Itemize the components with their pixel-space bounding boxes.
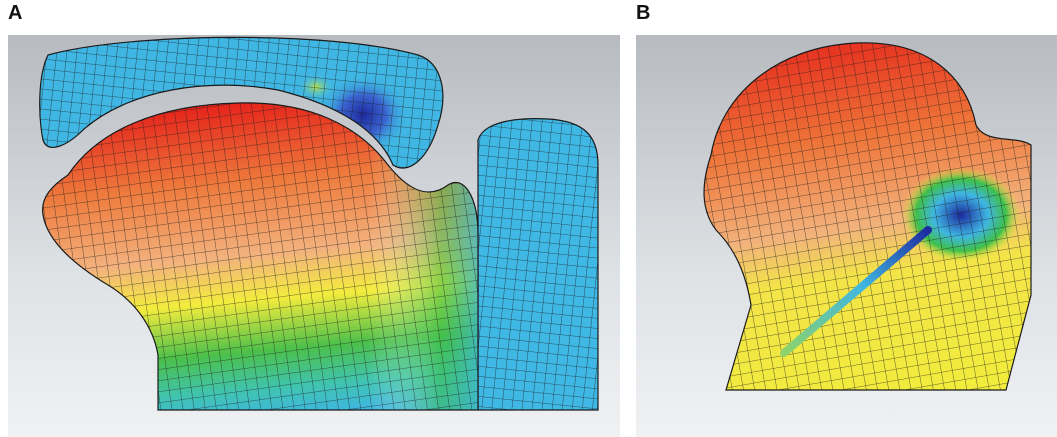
panel-b-image bbox=[636, 35, 1057, 437]
fem-model-b-illustration bbox=[636, 35, 1057, 437]
implant-rod-icon bbox=[780, 226, 932, 357]
panel-a-label: A bbox=[8, 2, 23, 24]
panel-a-image bbox=[8, 35, 620, 437]
panel-b-label: B bbox=[636, 2, 651, 24]
fem-model-a-illustration bbox=[8, 35, 620, 437]
